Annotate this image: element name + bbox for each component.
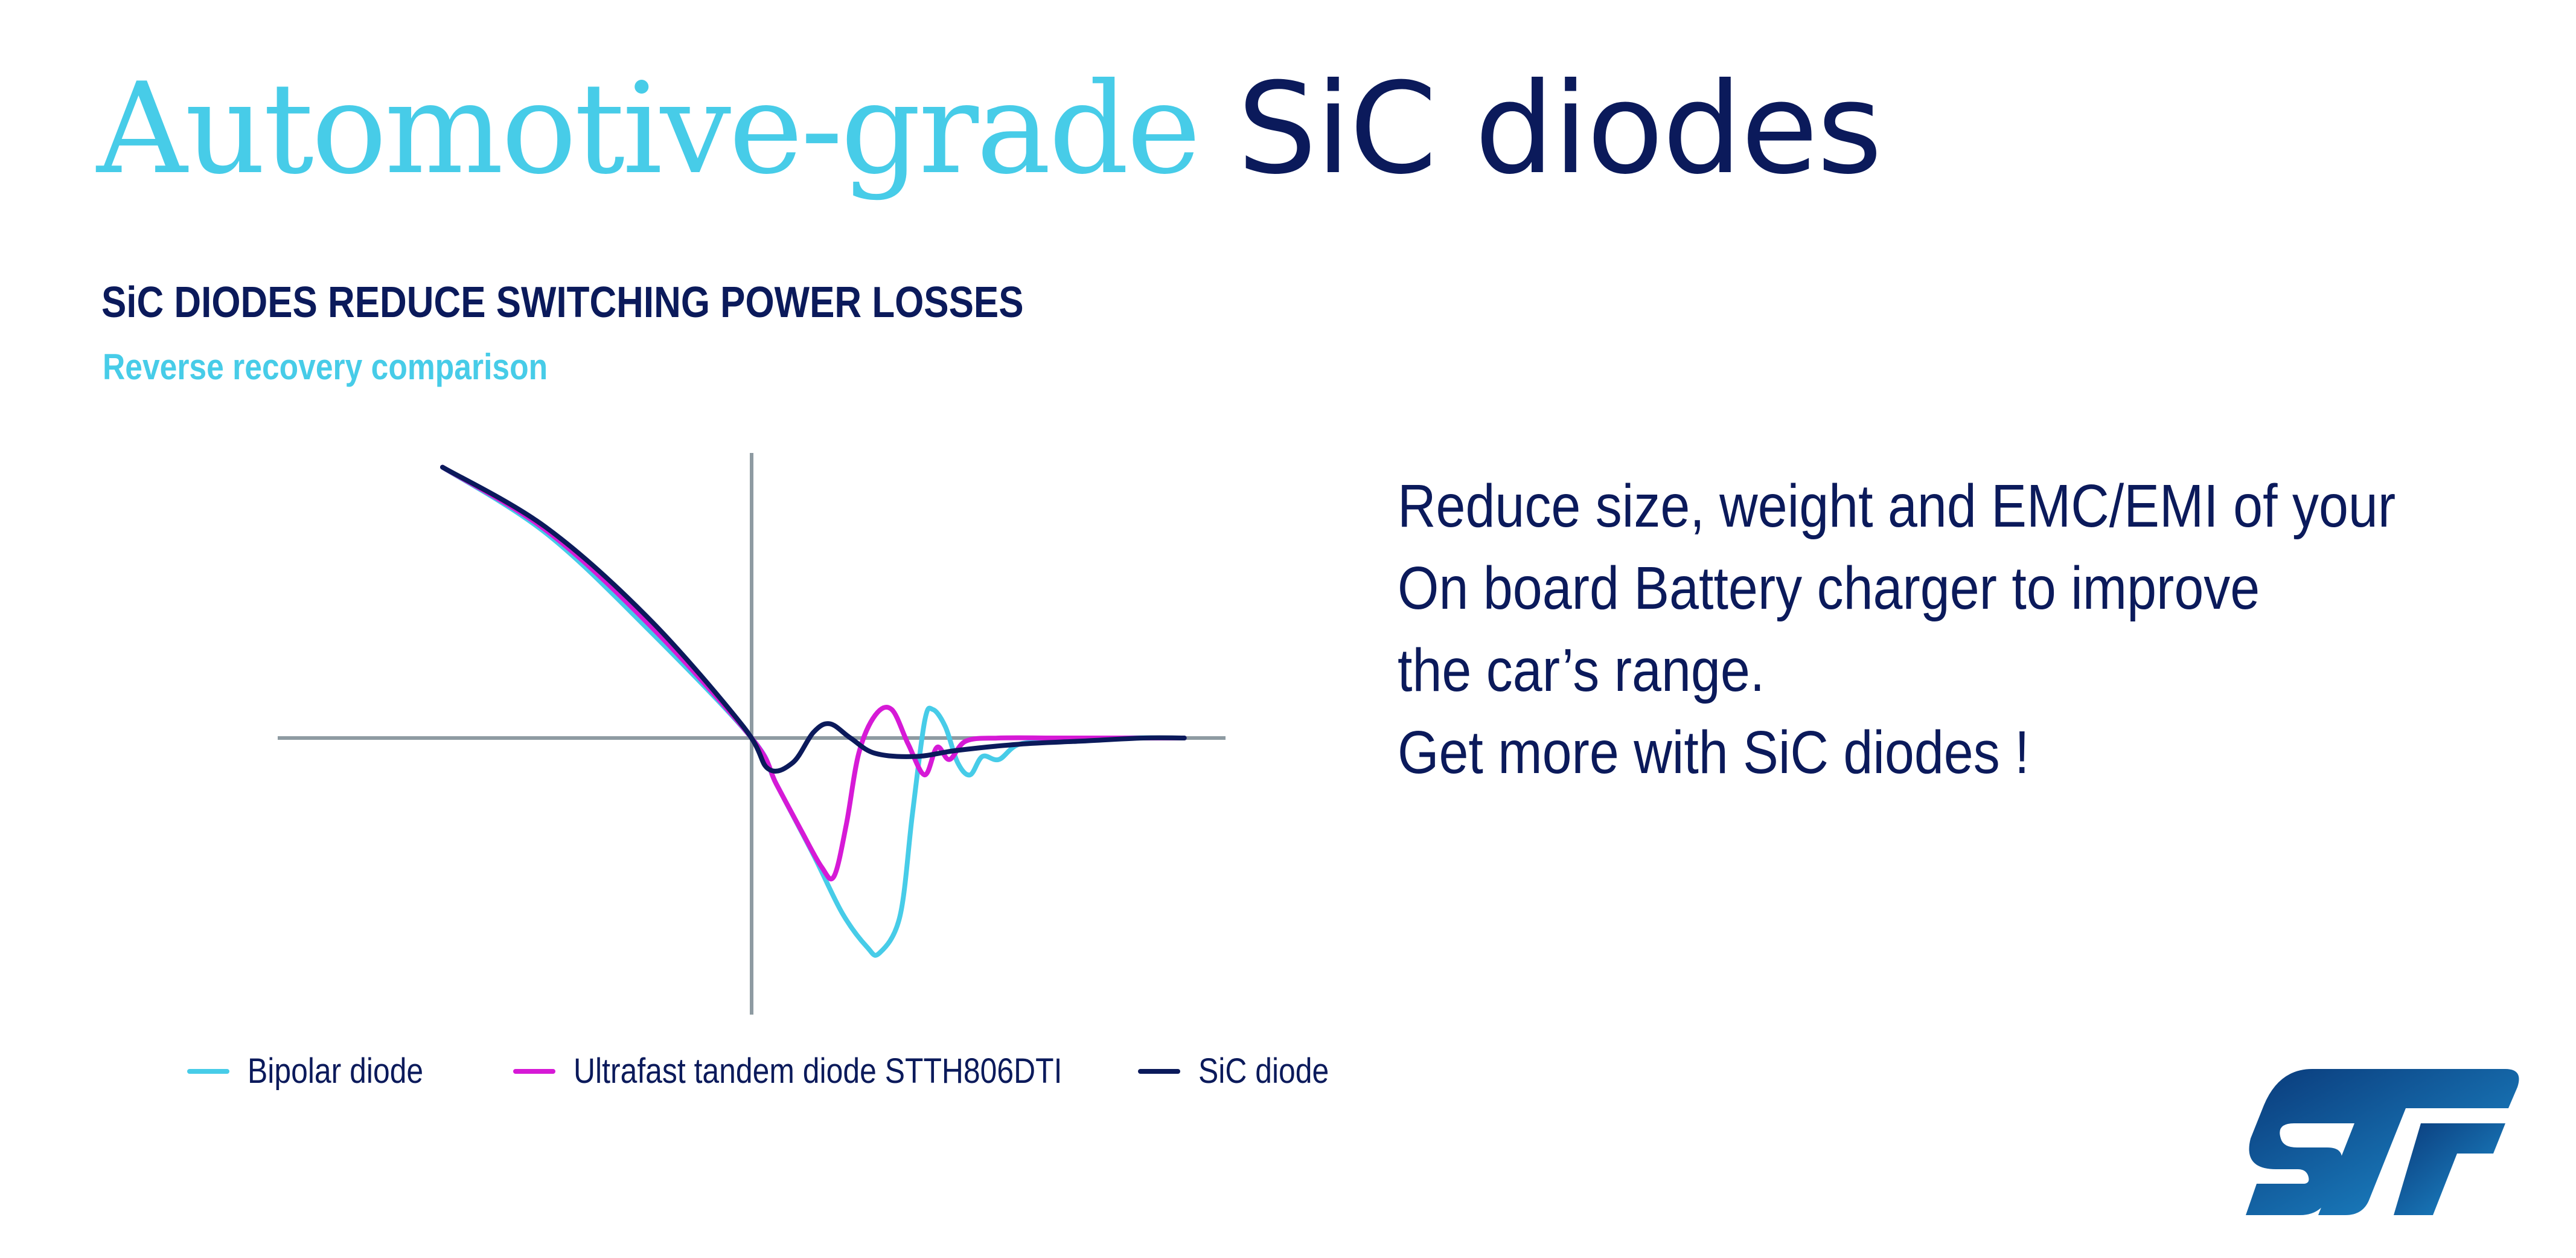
series-line-ultrafast-tandem-diode (440, 464, 1187, 882)
page-title: Automotive-grade SiC diodes (97, 66, 1882, 192)
st-logo-t-shape (2394, 1123, 2505, 1215)
message-line-1: Reduce size, weight and EMC/EMI of your (1398, 472, 2396, 540)
title-light-part: Automotive-grade (97, 56, 1201, 202)
legend-label: Ultrafast tandem diode STTH806DTI (574, 1051, 1063, 1091)
st-logo-s-shape (2246, 1069, 2519, 1215)
series-line-sic-diode (440, 464, 1187, 774)
legend-item-sic-diode: SiC diode (1138, 1054, 1350, 1089)
chart-series (440, 464, 1187, 958)
chart-heading: SiC DIODES REDUCE SWITCHING POWER LOSSES (101, 278, 1024, 327)
message-line-3: the car’s range. (1398, 637, 1765, 704)
legend-swatch (513, 1069, 555, 1074)
st-logo-icon (2246, 1069, 2519, 1215)
reverse-recovery-chart (278, 453, 1226, 1015)
message-block: Reduce size, weight and EMC/EMI of your … (1398, 465, 2395, 794)
series-line-bipolar-diode (440, 464, 1187, 958)
chart-subheading: Reverse recovery comparison (103, 347, 548, 387)
legend-item-bipolar-diode: Bipolar diode (187, 1054, 452, 1089)
legend-swatch (1138, 1069, 1180, 1074)
title-dark-part: SiC diodes (1237, 56, 1882, 202)
message-line-2: On board Battery charger to improve (1398, 554, 2260, 622)
legend-swatch (187, 1069, 229, 1074)
legend-item-ultrafast-tandem-diode: Ultrafast tandem diode STTH806DTI (513, 1054, 1142, 1089)
legend-label: SiC diode (1198, 1051, 1329, 1091)
message-line-4: Get more with SiC diodes ! (1398, 719, 2030, 786)
legend-label: Bipolar diode (248, 1051, 424, 1091)
